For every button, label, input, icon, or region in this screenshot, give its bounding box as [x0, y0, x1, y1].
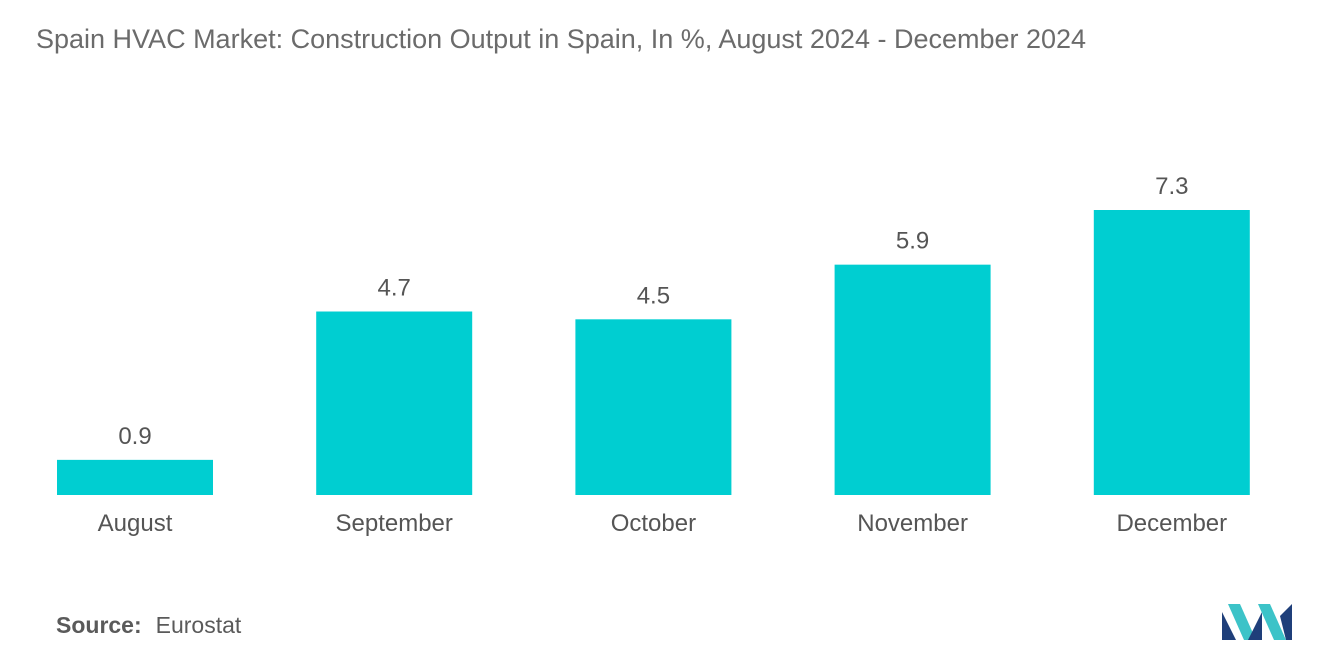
value-label-august: 0.9: [118, 423, 151, 450]
bar-chart: 0.9 4.7 4.5 5.9 7.3 August September October No…: [57, 173, 1250, 537]
category-label-december: December: [1116, 510, 1227, 537]
mordor-intelligence-logo-icon: [1222, 604, 1292, 640]
bar-september: [316, 311, 473, 495]
value-label-october: 4.5: [637, 282, 670, 309]
value-label-september: 4.7: [378, 275, 411, 302]
bar-november: [834, 264, 991, 495]
bar-october: [575, 319, 732, 495]
chart-title: Spain HVAC Market: Construction Output i…: [36, 24, 1087, 54]
value-label-december: 7.3: [1155, 173, 1188, 200]
source-value: Eurostat: [155, 612, 242, 638]
source-note: Source: Eurostat: [56, 612, 241, 639]
category-label-september: September: [335, 510, 452, 537]
category-label-november: November: [857, 510, 968, 537]
value-label-november: 5.9: [896, 228, 929, 255]
bars-group: [57, 210, 1250, 495]
category-label-october: October: [611, 510, 696, 537]
source-label: Source:: [56, 612, 142, 638]
bar-august: [57, 459, 213, 495]
bar-december: [1093, 210, 1250, 495]
value-labels-group: 0.9 4.7 4.5 5.9 7.3: [118, 173, 1188, 450]
category-labels-group: August September October November December: [98, 510, 1228, 537]
category-label-august: August: [98, 510, 173, 537]
